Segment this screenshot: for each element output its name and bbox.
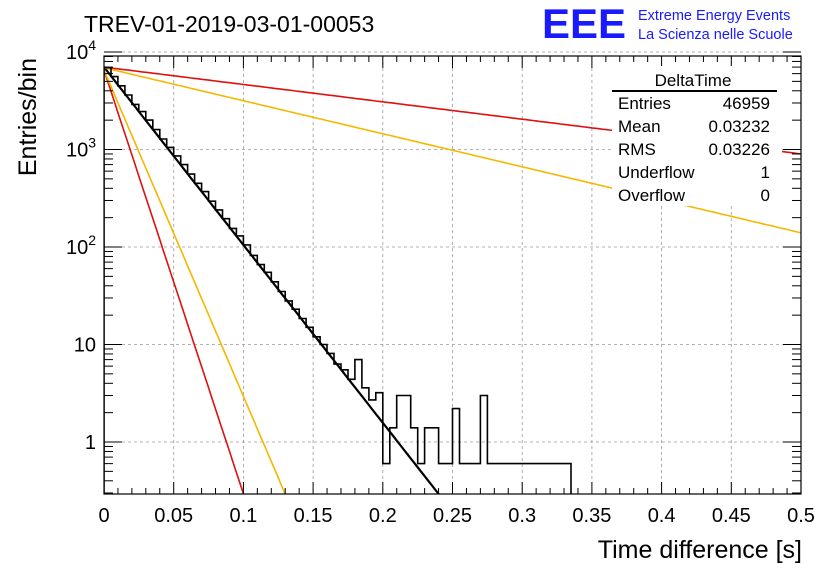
y-tick-labels: 1 10 102 103 104 <box>66 37 96 454</box>
y-tick-label: 104 <box>66 37 96 64</box>
stats-row-value: 1 <box>761 163 770 182</box>
x-tick-label: 0.15 <box>294 505 333 527</box>
y-tick-label: 10 <box>74 335 96 357</box>
y-tick-label: 102 <box>66 232 96 259</box>
stats-box-background <box>612 66 782 206</box>
stats-row-value: 46959 <box>723 94 770 113</box>
stats-row-label: Overflow <box>618 186 686 205</box>
x-tick-label: 0.45 <box>712 505 751 527</box>
x-tick-label: 0.05 <box>154 505 193 527</box>
axis-ticks <box>103 51 802 494</box>
stats-row-value: 0.03232 <box>709 117 770 136</box>
x-tick-label: 0.3 <box>508 505 536 527</box>
x-tick-label: 0.35 <box>572 505 611 527</box>
stats-row-label: Mean <box>618 117 661 136</box>
eee-logo: EEE Extreme Energy Events La Scienza nel… <box>542 0 793 47</box>
histogram-steps <box>104 66 572 494</box>
y-axis-label: Entries/bin <box>14 58 42 176</box>
logo-text: EEE <box>542 0 626 47</box>
chart-title: TREV-01-2019-03-01-00053 <box>84 11 374 37</box>
x-tick-label: 0 <box>98 505 109 527</box>
stats-box: DeltaTime Entries 46959 Mean 0.03232 RMS 0.03… <box>612 66 782 206</box>
stats-row-value: 0 <box>761 186 770 205</box>
stats-row-label: Underflow <box>618 163 695 182</box>
stats-row-label: RMS <box>618 140 656 159</box>
logo-line1: Extreme Energy Events <box>638 8 790 24</box>
stats-title: DeltaTime <box>655 71 732 90</box>
stats-row-label: Entries <box>618 94 671 113</box>
y-tick-label: 1 <box>85 432 96 454</box>
y-tick-label: 103 <box>66 135 96 162</box>
x-tick-labels: 0 0.05 0.1 0.15 0.2 0.25 0.3 0.35 0.4 0.45 0.5 <box>98 505 814 527</box>
fit-curve <box>104 66 441 494</box>
x-tick-label: 0.2 <box>369 505 397 527</box>
x-tick-label: 0.25 <box>433 505 472 527</box>
x-tick-label: 0.5 <box>787 505 815 527</box>
fit-curve <box>104 69 287 494</box>
fit-curve <box>104 69 245 494</box>
x-tick-label: 0.1 <box>229 505 257 527</box>
stats-row-value: 0.03226 <box>709 140 770 159</box>
histogram <box>104 66 572 494</box>
logo-line2: La Scienza nelle Scuole <box>638 27 793 43</box>
x-axis-label: Time difference [s] <box>598 536 802 564</box>
x-tick-label: 0.4 <box>648 505 676 527</box>
